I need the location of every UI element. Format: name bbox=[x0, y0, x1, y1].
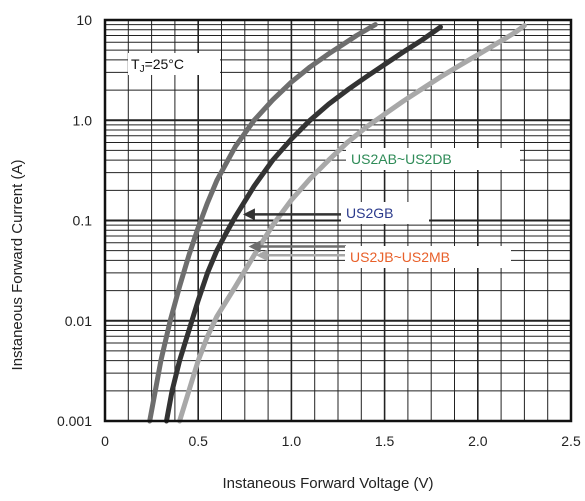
annotations: US2AB~US2DB US2GB US2JB~US2MB bbox=[242, 148, 520, 268]
x-tick-label: 0.5 bbox=[188, 433, 208, 449]
x-tick-label: 2.5 bbox=[561, 433, 581, 449]
series-line bbox=[147, 22, 378, 424]
series-label: US2AB~US2DB bbox=[351, 151, 452, 167]
x-tick-label: 1.5 bbox=[375, 433, 395, 449]
series-label: US2GB bbox=[346, 205, 393, 221]
x-tick-label: 1.0 bbox=[282, 433, 302, 449]
x-tick-label: 2.0 bbox=[468, 433, 488, 449]
annotation-arrowhead bbox=[248, 240, 261, 253]
y-tick-label: 1.0 bbox=[73, 112, 93, 128]
condition-subscript: J bbox=[140, 64, 145, 75]
y-tick-label: 0.1 bbox=[73, 213, 93, 229]
x-axis-title: Instaneous Forward Voltage (V) bbox=[223, 475, 434, 492]
y-tick-label: 0.001 bbox=[57, 413, 92, 429]
grid bbox=[105, 20, 571, 422]
plot-frame bbox=[103, 18, 573, 423]
x-tick-label: 0 bbox=[101, 433, 109, 449]
series-label: US2JB~US2MB bbox=[350, 249, 450, 265]
series-line bbox=[177, 23, 527, 424]
y-tick-label: 10 bbox=[76, 12, 92, 28]
annotation-box bbox=[345, 246, 511, 268]
annotation-box bbox=[346, 148, 520, 170]
annotation-box bbox=[341, 202, 429, 224]
y-tick-label: 0.01 bbox=[65, 313, 92, 329]
condition-suffix: =25°C bbox=[145, 56, 184, 72]
annotation-arrowhead bbox=[255, 249, 268, 262]
y-axis-title: Instaneous Forward Current (A) bbox=[9, 160, 26, 371]
annotation-arrowhead bbox=[242, 208, 255, 221]
series-line bbox=[164, 24, 443, 424]
curves bbox=[147, 22, 527, 424]
condition-prefix: T bbox=[131, 56, 140, 72]
tick-labels: 0 0.5 1.0 1.5 2.0 2.5 0.001 0.01 0.1 1.0 10 bbox=[57, 12, 581, 449]
temperature-condition: TJ=25°C bbox=[128, 53, 220, 75]
condition-label: TJ=25°C bbox=[131, 56, 184, 75]
